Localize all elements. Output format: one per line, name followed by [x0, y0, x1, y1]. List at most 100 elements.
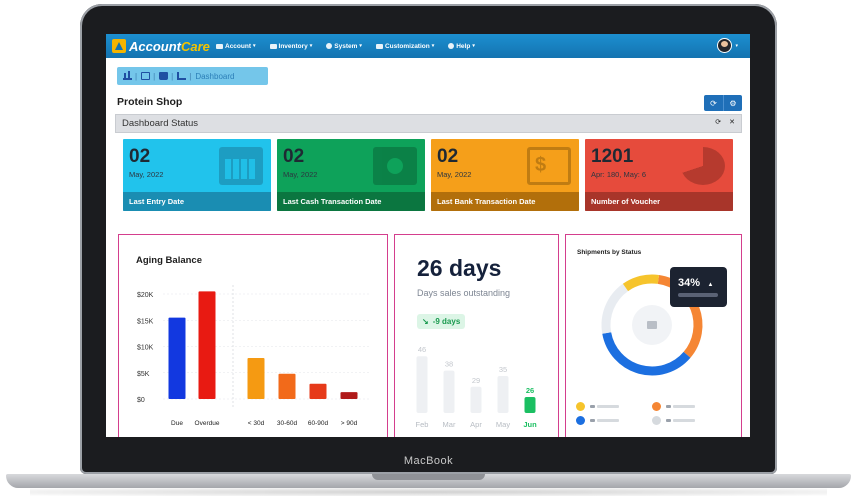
bar — [443, 370, 455, 413]
stat-value: 02 — [283, 146, 305, 167]
legend-dot — [576, 401, 585, 411]
cash-icon — [373, 147, 417, 185]
stat-card-last-cash[interactable]: 02 May, 2022 Last Cash Transaction Date — [277, 139, 425, 211]
legend-left — [576, 399, 619, 427]
refresh-button[interactable]: ⟳ — [704, 95, 723, 111]
chevron-down-icon: ▾ — [253, 43, 256, 49]
legend-item[interactable] — [576, 413, 619, 427]
legend-dot — [652, 415, 661, 425]
stat-value: 1201 — [591, 146, 634, 167]
settings-button[interactable]: ⚙ — [723, 95, 742, 111]
menu-system[interactable]: System ▾ — [326, 43, 362, 50]
stat-label: Last Cash Transaction Date — [277, 192, 425, 211]
gear-icon: ⚙ — [729, 98, 737, 108]
stat-value: 02 — [437, 146, 459, 167]
caret-up-icon: ▲ — [707, 282, 714, 288]
user-menu[interactable]: ▾ — [717, 38, 738, 53]
x-tick-label: Overdue — [195, 420, 220, 427]
x-tick-label: May — [496, 420, 510, 429]
chevron-down-icon: ▾ — [472, 43, 475, 49]
card-icon[interactable] — [141, 72, 151, 80]
bar — [168, 317, 186, 399]
chevron-down-icon: ▾ — [735, 42, 738, 49]
cart-icon[interactable] — [177, 72, 187, 80]
close-icon[interactable]: ✕ — [729, 119, 735, 126]
y-tick-label: $20K — [137, 292, 154, 299]
shipments-panel: Shipments by Status 34% ▲ — [565, 234, 742, 437]
y-tick-label: $0 — [137, 397, 145, 404]
menu-inventory[interactable]: Inventory ▾ — [269, 43, 312, 50]
breadcrumb: | | | | Dashboard — [117, 67, 268, 85]
x-tick-label: Due — [171, 420, 183, 427]
stat-label: Last Bank Transaction Date — [431, 192, 579, 211]
page-title: Protein Shop — [117, 96, 183, 108]
x-tick-label: Mar — [443, 420, 456, 429]
data-label: 26 — [526, 386, 534, 395]
legend-item[interactable] — [652, 399, 695, 413]
chart-tooltip: 34% ▲ — [670, 267, 727, 307]
x-tick-label: > 90d — [341, 420, 358, 427]
top-navbar: AccountCare Account ▾ Inventory ▾ System ▾ … — [106, 34, 750, 58]
y-tick-label: $10K — [137, 345, 154, 352]
status-title: Dashboard Status — [122, 118, 199, 129]
calendar-icon — [219, 147, 263, 185]
legend-item[interactable] — [652, 413, 695, 427]
menu-customization[interactable]: Customization ▾ — [375, 43, 435, 50]
bar — [497, 376, 509, 413]
stat-card-last-entry[interactable]: 02 May, 2022 Last Entry Date — [123, 139, 271, 211]
x-tick-label: Feb — [416, 420, 429, 429]
donut-slice — [601, 283, 629, 334]
data-label: 46 — [418, 345, 426, 354]
app-screen: AccountCare Account ▾ Inventory ▾ System ▾ … — [106, 34, 750, 437]
stat-card-last-bank[interactable]: 02 May, 2022 Last Bank Transaction Date — [431, 139, 579, 211]
dso-value: 26 days — [417, 255, 502, 281]
breadcrumb-current[interactable]: Dashboard — [195, 71, 235, 81]
stat-sub: May, 2022 — [437, 170, 472, 179]
bag-icon[interactable] — [159, 72, 169, 80]
chevron-down-icon: ▾ — [431, 43, 435, 49]
avatar — [717, 38, 733, 53]
code-icon — [375, 43, 383, 49]
bar — [470, 386, 482, 413]
data-label: 29 — [472, 376, 480, 385]
reload-icon[interactable]: ⟳ — [715, 119, 722, 126]
y-tick-label: $15K — [137, 318, 154, 325]
menu-help[interactable]: Help ▾ — [448, 43, 475, 50]
dso-change-badge: ↘ -9 days — [417, 314, 466, 329]
menu-account[interactable]: Account ▾ — [216, 43, 256, 50]
stat-sub: Apr: 180, May: 6 — [591, 170, 647, 179]
logo-text: AccountCare — [129, 38, 210, 54]
stat-card-vouchers[interactable]: 1201 Apr: 180, May: 6 Number of Voucher — [585, 139, 733, 211]
stat-label: Number of Voucher — [585, 192, 733, 211]
bar — [278, 373, 296, 399]
donut-slice — [602, 332, 691, 376]
aging-balance-panel: Aging Balance $20K $15K $10K $5K $0 Due Overdu… — [118, 234, 388, 437]
page-toolbar: ⟳ ⚙ — [704, 95, 742, 111]
stat-label: Last Entry Date — [123, 192, 271, 211]
dso-panel: 26 days Days sales outstanding ↘ -9 days … — [394, 234, 559, 437]
aging-chart: $20K $15K $10K $5K $0 Due Overdue < 30d 30-60d 60… — [137, 285, 371, 427]
app-logo[interactable]: AccountCare — [112, 39, 216, 54]
arrow-down-right-icon: ↘ — [422, 317, 429, 326]
x-tick-label: Jun — [523, 420, 537, 429]
aging-title: Aging Balance — [136, 255, 202, 266]
dso-label: Days sales outstanding — [417, 288, 511, 298]
legend-right — [652, 399, 695, 427]
shipments-title: Shipments by Status — [577, 249, 642, 256]
refresh-icon: ⟳ — [710, 98, 717, 108]
x-tick-label: 30-60d — [277, 420, 298, 427]
data-label: 38 — [445, 360, 453, 369]
legend-item[interactable] — [576, 399, 619, 413]
main-menu: Account ▾ Inventory ▾ System ▾ Customizatio… — [216, 43, 489, 50]
chevron-down-icon: ▾ — [359, 43, 362, 49]
stat-sub: May, 2022 — [129, 170, 164, 179]
x-tick-label: < 30d — [248, 420, 265, 427]
bar — [198, 291, 216, 399]
chart-icon[interactable] — [123, 71, 132, 80]
account-icon — [216, 43, 223, 49]
laptop-base — [6, 474, 851, 488]
laptop-notch — [372, 474, 485, 480]
logo-icon — [112, 39, 126, 53]
bar — [247, 358, 265, 399]
help-icon — [448, 43, 455, 49]
